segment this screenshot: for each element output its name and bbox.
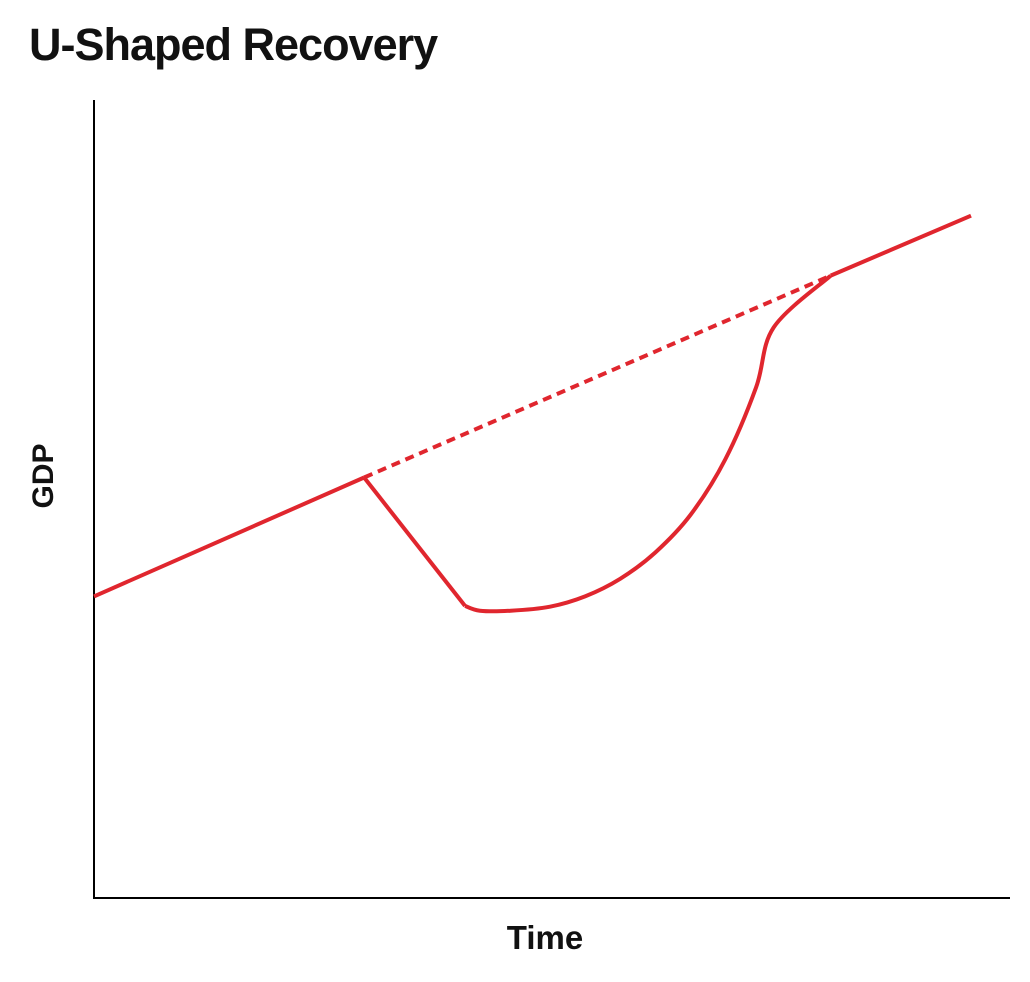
series-line-4-trend: [363, 273, 832, 480]
series-line-1: [93, 475, 365, 599]
series-line-5: [829, 213, 972, 278]
series-line-2: [362, 476, 467, 608]
series-line-3: [464, 274, 833, 614]
axes: [93, 100, 1010, 899]
chart-title: U-Shaped Recovery: [29, 19, 438, 70]
x-axis-label: Time: [506, 919, 584, 956]
series-layer: [93, 213, 972, 614]
y-axis-label: GDP: [27, 443, 60, 509]
